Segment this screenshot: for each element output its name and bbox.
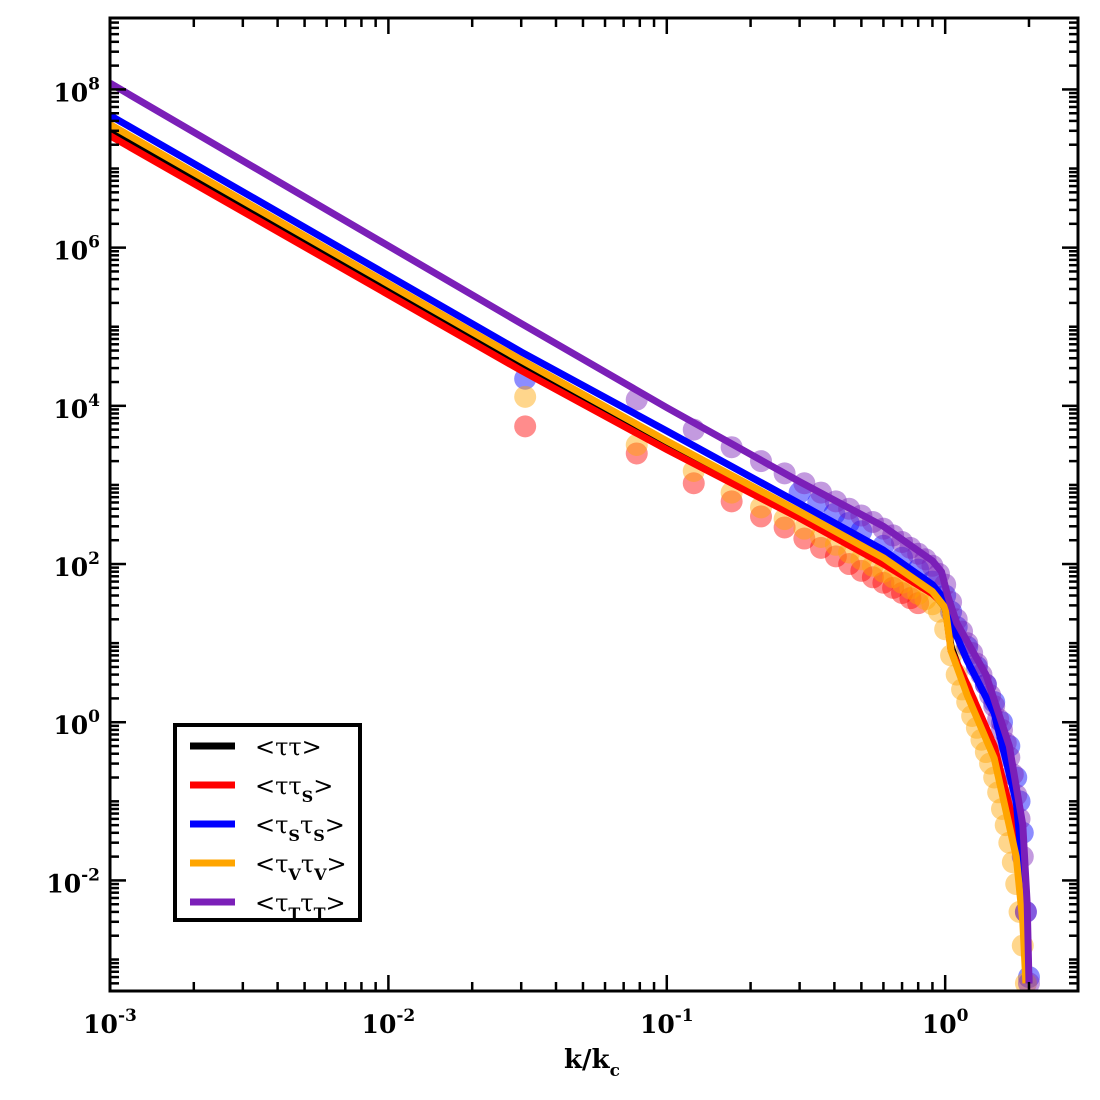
data-point xyxy=(793,527,816,550)
y-tick-label: 106 xyxy=(53,233,100,266)
legend: <ττ> <ττS> <τSτS> <τVτV> <τTτT> xyxy=(173,723,362,923)
legend-label: <ττ> xyxy=(255,733,322,761)
data-point xyxy=(907,592,930,615)
data-point xyxy=(514,415,537,438)
legend-label: <τVτV> xyxy=(255,850,347,884)
y-tick-label: 102 xyxy=(53,549,100,582)
data-point xyxy=(824,545,847,568)
data-point xyxy=(809,536,832,559)
series-line xyxy=(110,80,1033,984)
y-tick-label: 10-2 xyxy=(46,865,100,898)
data-point xyxy=(773,516,796,539)
legend-label: <τSτS> xyxy=(255,811,345,845)
data-point xyxy=(872,571,895,594)
line-layer xyxy=(110,80,1033,984)
data-point xyxy=(899,587,922,610)
y-tick-label: 100 xyxy=(53,707,100,740)
data-point xyxy=(750,505,773,528)
data-point xyxy=(625,442,648,465)
x-tick-label: 10-2 xyxy=(362,1006,416,1039)
data-point xyxy=(850,559,873,582)
x-tick-label: 10-3 xyxy=(83,1006,137,1039)
series-line xyxy=(110,121,1030,984)
x-tick-label: 100 xyxy=(922,1006,969,1039)
y-tick-label: 108 xyxy=(53,74,100,107)
data-point xyxy=(891,582,914,605)
x-axis-label: k/kc xyxy=(564,1045,620,1081)
data-point xyxy=(682,472,705,495)
legend-label: <τTτT> xyxy=(255,889,346,923)
data-point xyxy=(838,553,861,576)
data-point xyxy=(720,490,743,513)
tick-label-layer: 10-3 10-2 10-1 100 10-2 100 102 104 106 108 xyxy=(46,74,968,1039)
data-point xyxy=(514,385,537,408)
data-point xyxy=(861,566,884,589)
data-point xyxy=(882,576,905,599)
x-tick-label: 10-1 xyxy=(640,1006,694,1039)
legend-label: <ττS> xyxy=(255,772,333,806)
y-tick-label: 104 xyxy=(53,391,100,424)
plot-frame xyxy=(108,16,1080,993)
